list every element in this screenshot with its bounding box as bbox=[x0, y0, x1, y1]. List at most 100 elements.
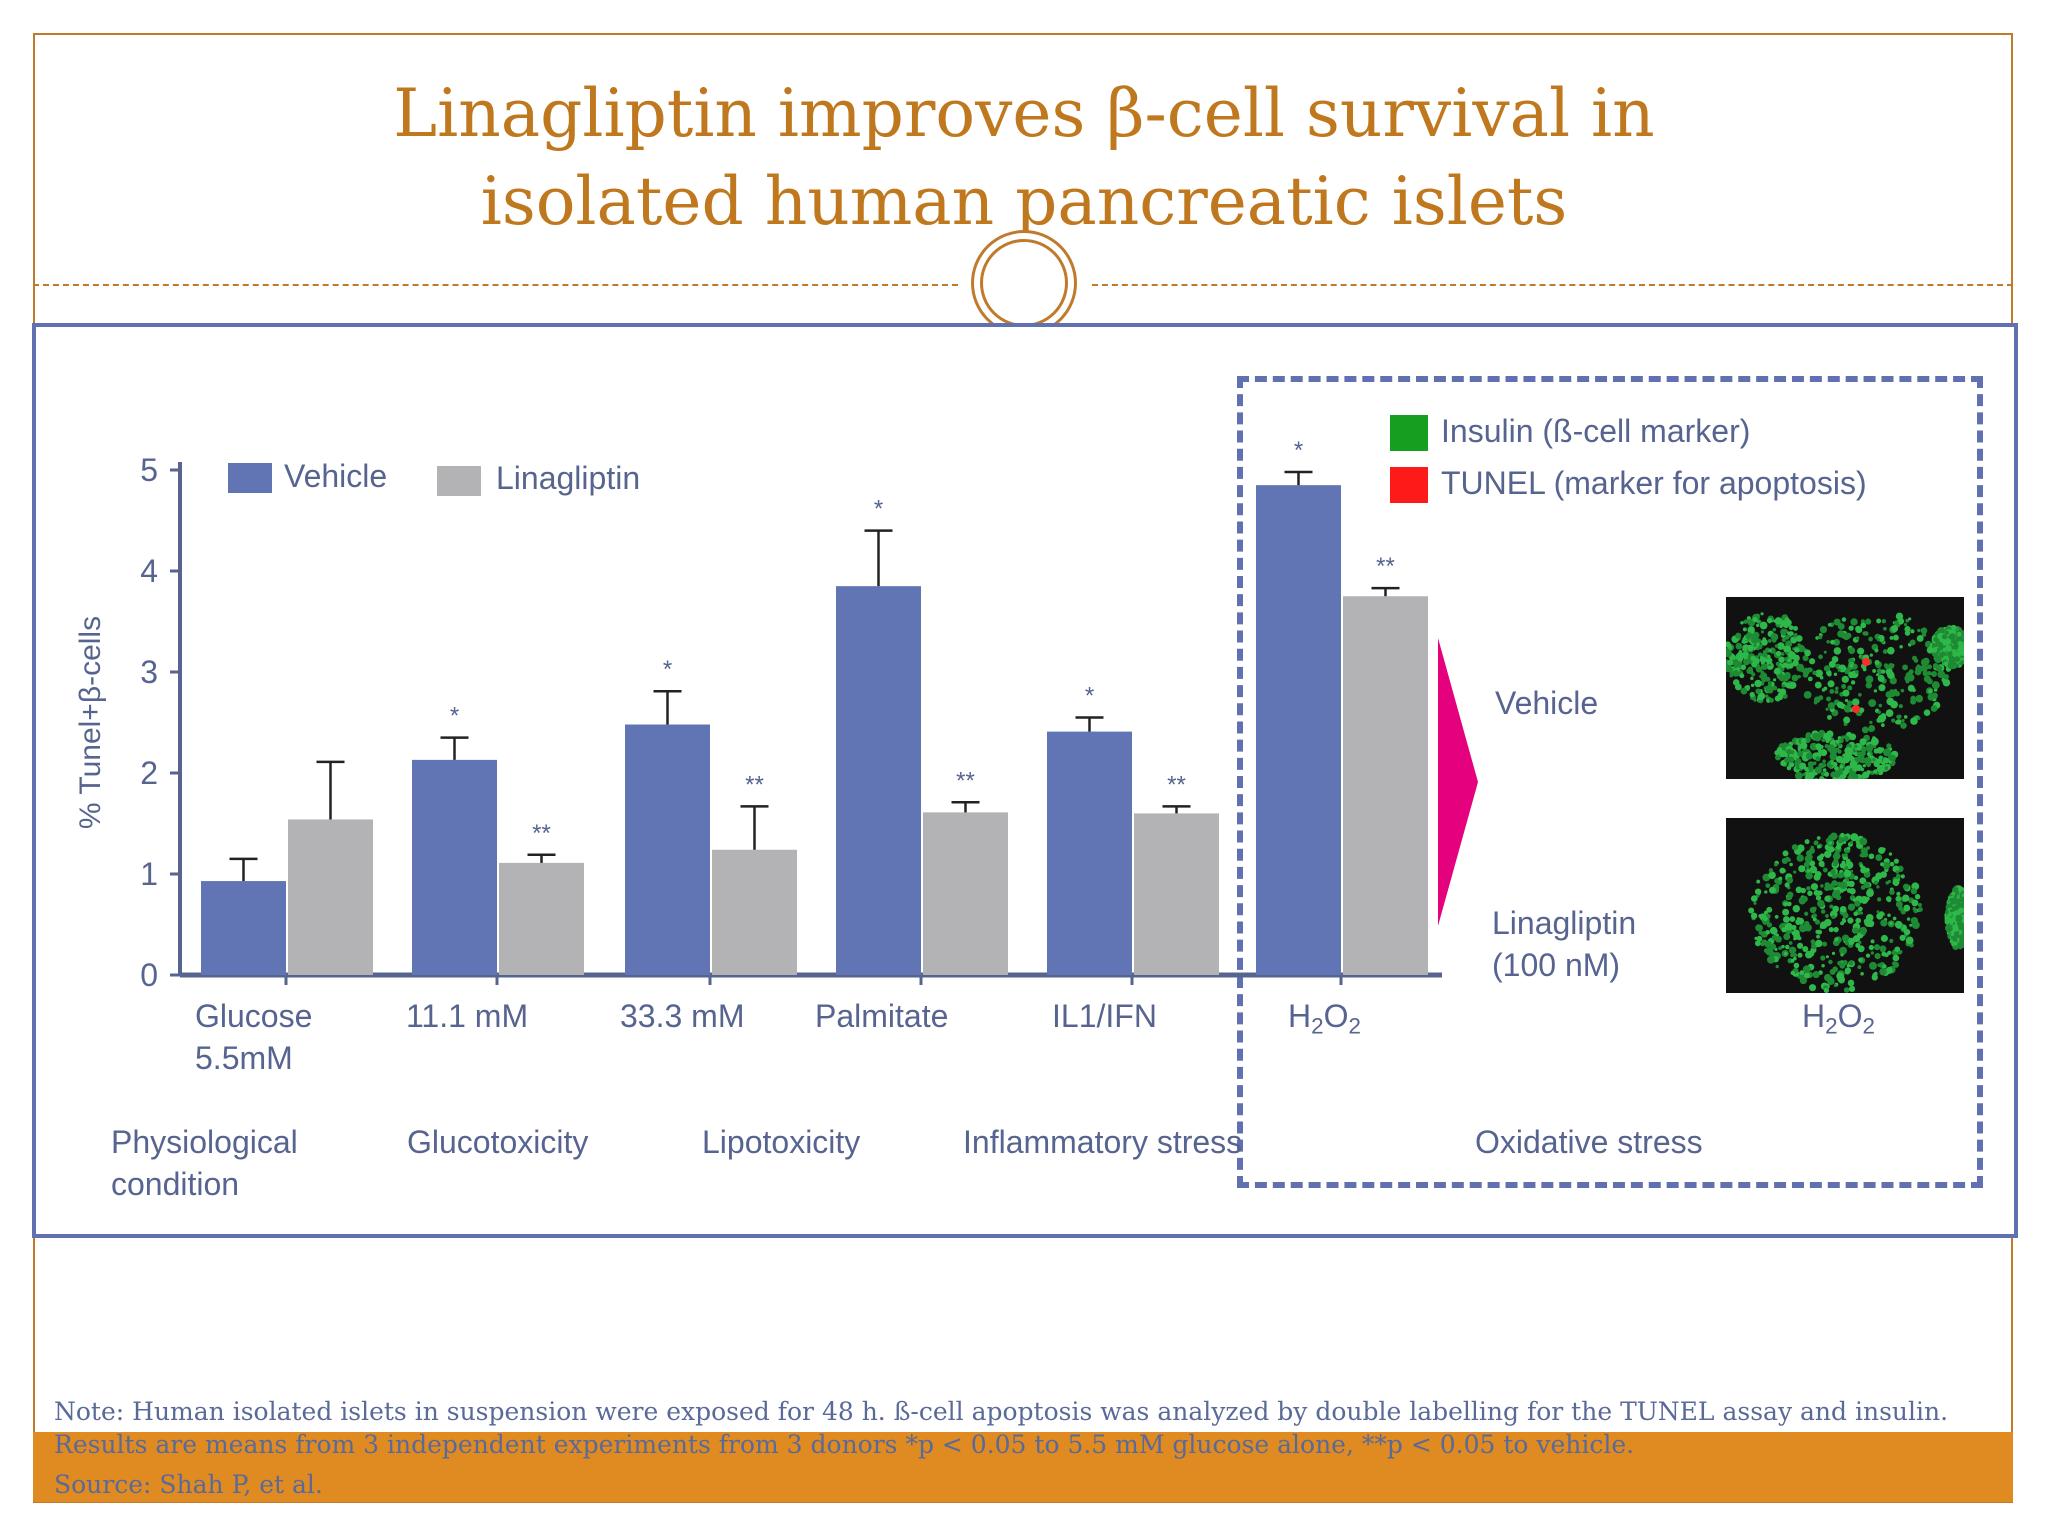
linagliptin-bar bbox=[923, 812, 1008, 975]
significance-marker: ** bbox=[1376, 553, 1395, 580]
micrograph-cell-dot bbox=[1847, 979, 1855, 987]
vehicle-bar bbox=[1047, 731, 1132, 975]
group-label-glucotoxicity: Glucotoxicity bbox=[407, 1124, 589, 1160]
micrograph-cell-dot bbox=[1860, 622, 1867, 629]
micrograph-cell-dot bbox=[1872, 758, 1876, 762]
micrograph-cell-dot bbox=[1795, 635, 1803, 642]
micrograph-cell-dot bbox=[1911, 921, 1920, 930]
micrograph-cell-dot bbox=[1952, 924, 1959, 931]
micrograph-cell-dot bbox=[1938, 652, 1944, 659]
micrograph-cell-dot bbox=[1895, 873, 1901, 879]
micrograph-cell-dot bbox=[1883, 626, 1887, 631]
micrograph-cell-dot bbox=[1835, 739, 1840, 744]
micrograph-cell-dot bbox=[1802, 772, 1806, 777]
micrograph-cell-dot bbox=[1848, 625, 1854, 631]
micrograph-cell-dot bbox=[1837, 960, 1842, 966]
micrograph-cell-dot bbox=[1852, 935, 1860, 943]
micrograph-cell-dot bbox=[1947, 655, 1954, 662]
micrograph-cell-dot bbox=[1827, 622, 1832, 627]
micrograph-cell-dot bbox=[1859, 738, 1867, 746]
micrograph-cell-dot bbox=[1893, 620, 1900, 626]
micrograph-cell-dot bbox=[1792, 659, 1799, 667]
micrograph-cell-dot bbox=[1789, 862, 1793, 867]
micrograph-cell-dot bbox=[1763, 948, 1769, 954]
micrograph-cell-dot bbox=[1902, 894, 1910, 902]
micrograph-cell-dot bbox=[1841, 684, 1847, 689]
group-label-oxidative: Oxidative stress bbox=[1475, 1124, 1703, 1160]
micrograph-cell-dot bbox=[1767, 654, 1771, 659]
category-label-33mM: 33.3 mM bbox=[620, 998, 745, 1034]
micrograph-cell-dot bbox=[1870, 951, 1875, 955]
micrograph-cell-dot bbox=[1876, 764, 1885, 773]
micrograph-cell-dot bbox=[1754, 679, 1762, 688]
micrograph-cell-dot bbox=[1942, 647, 1947, 652]
micrograph-cell-dot bbox=[1910, 698, 1917, 705]
micrograph-cell-dot bbox=[1820, 884, 1824, 888]
footer-bar bbox=[33, 1432, 2013, 1502]
micrograph-cell-dot bbox=[1819, 853, 1825, 858]
micrograph-cell-dot bbox=[1815, 636, 1819, 640]
micrograph-cell-dot bbox=[1841, 860, 1846, 865]
micrograph-cell-dot bbox=[1910, 888, 1918, 895]
micrograph-cell-dot bbox=[1876, 673, 1880, 677]
micrograph-cell-dot bbox=[1768, 871, 1776, 880]
micrograph-cell-dot bbox=[1805, 752, 1814, 760]
micrograph-cell-dot bbox=[1895, 895, 1902, 902]
micrograph-cell-dot bbox=[1880, 919, 1888, 927]
micrograph-cell-dot bbox=[1823, 973, 1832, 982]
micrograph-cell-dot bbox=[1735, 642, 1743, 650]
micrograph-cell-dot bbox=[1955, 663, 1960, 668]
micrograph-cell-dot bbox=[1785, 944, 1790, 950]
micrograph-cell-dot bbox=[1882, 748, 1891, 757]
micrograph-cell-dot bbox=[1888, 663, 1895, 670]
micrograph-cell-dot bbox=[1858, 774, 1863, 779]
micrograph-cell-dot bbox=[1826, 744, 1835, 753]
micrograph-cell-dot bbox=[1885, 896, 1892, 902]
micrograph-cell-dot bbox=[1873, 944, 1881, 951]
micrograph-cell-dot bbox=[1824, 850, 1832, 858]
micrograph-cell-dot bbox=[1839, 764, 1844, 769]
linagliptin-bar bbox=[1343, 596, 1428, 975]
micrograph-cell-dot bbox=[1742, 627, 1747, 632]
micrograph-cell-dot bbox=[1895, 900, 1903, 908]
micrograph-cell-dot bbox=[1809, 742, 1818, 751]
micrograph-cell-dot bbox=[1876, 885, 1880, 889]
micrograph-cell-dot bbox=[1804, 766, 1809, 772]
micrograph-cell-dot bbox=[1869, 653, 1873, 657]
micrograph-cell-dot bbox=[1759, 672, 1768, 680]
micrograph-cell-dot bbox=[1797, 936, 1802, 941]
micrograph-cell-dot bbox=[1784, 922, 1793, 931]
micrograph-cell-dot bbox=[1902, 883, 1910, 890]
micrograph-cell-dot bbox=[1874, 953, 1881, 960]
pointer-arrow-icon bbox=[1438, 638, 1478, 926]
micrograph-cell-dot bbox=[1791, 651, 1795, 655]
title-divider-right bbox=[1092, 284, 2013, 286]
micrograph-cell-dot bbox=[1807, 772, 1815, 779]
micrograph-cell-dot bbox=[1860, 750, 1866, 756]
micrograph-cell-dot bbox=[1834, 766, 1839, 771]
micrograph-cell-dot bbox=[1818, 654, 1823, 660]
micrograph-cell-dot bbox=[1821, 963, 1825, 968]
micrograph-cell-dot bbox=[1783, 951, 1788, 956]
micrograph-linagliptin-line: Linagliptin bbox=[1492, 905, 1637, 941]
micrograph-linagliptin-line: (100 nM) bbox=[1492, 947, 1621, 983]
micrograph-cell-dot bbox=[1764, 694, 1769, 698]
micrograph-cell-dot bbox=[1806, 886, 1811, 891]
micrograph-cell-dot bbox=[1768, 648, 1772, 653]
y-tick-label: 5 bbox=[140, 452, 158, 488]
micrograph-cell-dot bbox=[1849, 760, 1858, 769]
micrograph-cell-dot bbox=[1797, 643, 1801, 647]
micrograph-cell-dot bbox=[1900, 722, 1907, 729]
micrograph-cell-dot bbox=[1958, 930, 1963, 934]
micrograph-cell-dot bbox=[1952, 941, 1957, 946]
significance-marker: * bbox=[1294, 437, 1303, 464]
significance-marker: ** bbox=[1167, 771, 1186, 798]
micrograph-cell-dot bbox=[1750, 635, 1759, 644]
micrograph-cell-dot bbox=[1859, 864, 1864, 868]
micrograph-cell-dot bbox=[1822, 759, 1826, 764]
micrograph-cell-dot bbox=[1921, 632, 1927, 637]
micrograph-cell-dot bbox=[1768, 868, 1774, 873]
micrograph-linagliptin-label: Linagliptin (100 nM) bbox=[1492, 902, 1636, 986]
micrograph-cell-dot bbox=[1833, 926, 1839, 933]
micrograph-cell-dot bbox=[1844, 746, 1853, 755]
